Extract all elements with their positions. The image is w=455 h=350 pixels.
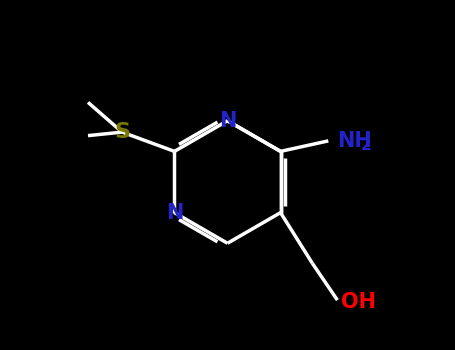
Text: N: N	[166, 203, 183, 223]
Text: NH: NH	[338, 131, 372, 151]
Text: N: N	[219, 111, 236, 131]
Text: S: S	[114, 122, 130, 142]
Text: OH: OH	[341, 292, 376, 312]
Text: 2: 2	[361, 138, 372, 153]
